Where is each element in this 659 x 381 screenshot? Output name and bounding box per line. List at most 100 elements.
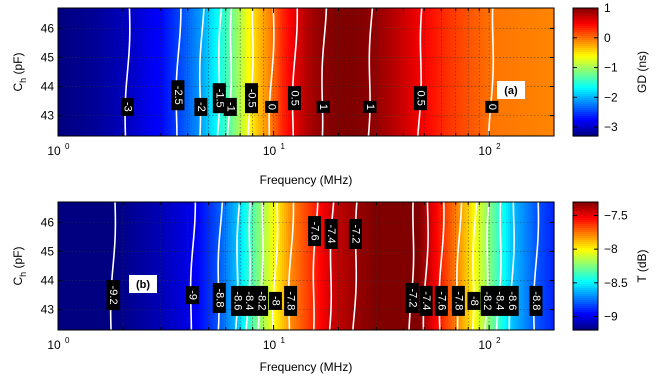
heatmap-cell (506, 8, 509, 136)
panel-b: -9.2 -9 -8.8 -8.6 -8.4 -8.2 -8 -7.8-7.6 -7.4 -7.2… (11, 201, 649, 374)
contour-label-box (106, 280, 120, 311)
heatmap-cell (530, 202, 533, 330)
heatmap-cell (512, 8, 515, 136)
contour-label-text: -7.8 (452, 291, 464, 310)
heatmap-cell (552, 8, 555, 136)
heatmap-cell (428, 8, 431, 136)
heatmap-cell (144, 202, 147, 330)
heatmap-cell (418, 202, 421, 330)
contour-label: 0.5 (413, 86, 427, 111)
heatmap-cell (326, 8, 329, 136)
colorbar-cell (573, 328, 598, 331)
heatmap-cell (514, 202, 517, 330)
heatmap-cell (178, 8, 181, 136)
heatmap-cell (156, 8, 159, 136)
colorbar-cell (573, 302, 598, 305)
heatmap-cell (130, 8, 133, 136)
colorbar-cell (573, 36, 598, 39)
heatmap-cell (546, 8, 549, 136)
heatmap-cell (146, 202, 149, 330)
heatmap-cell (120, 202, 123, 330)
heatmap-cell (496, 8, 499, 136)
contour-label-box (120, 97, 134, 116)
heatmap-cell (424, 8, 427, 136)
contour-label: -8.8 (212, 283, 226, 313)
heatmap-cell (400, 202, 403, 330)
heatmap-cell (468, 8, 471, 136)
contour-label-text: -9 (186, 290, 198, 300)
contour-label: -8.6 (230, 285, 244, 316)
x-tick-label: 10 (478, 144, 492, 158)
heatmap-cell (164, 202, 167, 330)
heatmap-cell (224, 202, 227, 330)
heatmap-cell (506, 202, 509, 330)
heatmap-cell (88, 8, 91, 136)
heatmap-cell (164, 8, 167, 136)
contour-label-text: -8.8 (530, 291, 542, 310)
colorbar-cell (573, 100, 598, 103)
colorbar-cell (573, 30, 598, 33)
heatmap-cell (58, 202, 61, 330)
colorbar-cell (573, 294, 598, 297)
heatmap-cell (362, 202, 365, 330)
heatmap-cell (370, 8, 373, 136)
colorbar-box (572, 201, 599, 331)
heatmap-cell (346, 202, 349, 330)
heatmap-cell (134, 202, 137, 330)
heatmap-cell (508, 8, 511, 136)
colorbar-cell (573, 252, 598, 255)
heatmap-cell (388, 202, 391, 330)
x-tick-label-exponent: 0 (65, 336, 70, 345)
heatmap-cell (528, 202, 531, 330)
heatmap-cell (148, 202, 151, 330)
heatmap-cell (538, 8, 541, 136)
heatmap-cell (420, 202, 423, 330)
heatmap-cell (126, 202, 129, 330)
heatmap-cell (356, 8, 359, 136)
colorbar-cell (573, 38, 598, 41)
heatmap-cell (392, 8, 395, 136)
heatmap-cell (110, 202, 113, 330)
contour-label-text: 1 (317, 104, 329, 110)
heatmap-cell (462, 8, 465, 136)
heatmap-cell (100, 8, 103, 136)
colorbar-cell (573, 84, 598, 87)
colorbar-cell (573, 82, 598, 85)
heatmap-cell (250, 202, 253, 330)
heatmap-cell (358, 8, 361, 136)
heatmap-cell (374, 202, 377, 330)
heatmap-cell (128, 8, 131, 136)
colorbar-cell (573, 222, 598, 225)
heatmap-cell (432, 8, 435, 136)
colorbar-cell (573, 264, 598, 267)
heatmap-cell (234, 8, 237, 136)
contour-label-text: -8.2 (481, 291, 493, 310)
heatmap-cell (310, 202, 313, 330)
contour-label-box (308, 216, 322, 247)
colorbar-cell (573, 66, 598, 69)
y-tick-label: 43 (41, 109, 55, 123)
colorbar-cell (573, 250, 598, 253)
contour-label-box (230, 285, 244, 316)
heatmap-cell (518, 8, 521, 136)
heatmap-cell (76, 8, 79, 136)
heatmap-cell (68, 202, 71, 330)
panel-label-text: (a) (504, 85, 518, 97)
heatmap-cell (316, 8, 319, 136)
contour-label: -2 (194, 97, 208, 116)
contour-label: 0 (485, 100, 499, 113)
heatmap-cell (380, 202, 383, 330)
heatmap-cell (548, 8, 551, 136)
heatmap-cell (248, 8, 251, 136)
heatmap-cell (132, 202, 135, 330)
heatmap-cell (290, 202, 293, 330)
heatmap-cell (302, 8, 305, 136)
contour-label-text: -1.5 (213, 89, 225, 108)
heatmap-cell (162, 8, 165, 136)
heatmap-cell (436, 202, 439, 330)
heatmap-cell (194, 202, 197, 330)
colorbar-cell (573, 216, 598, 219)
colorbar-cell (573, 34, 598, 37)
heatmap-cell (412, 8, 415, 136)
